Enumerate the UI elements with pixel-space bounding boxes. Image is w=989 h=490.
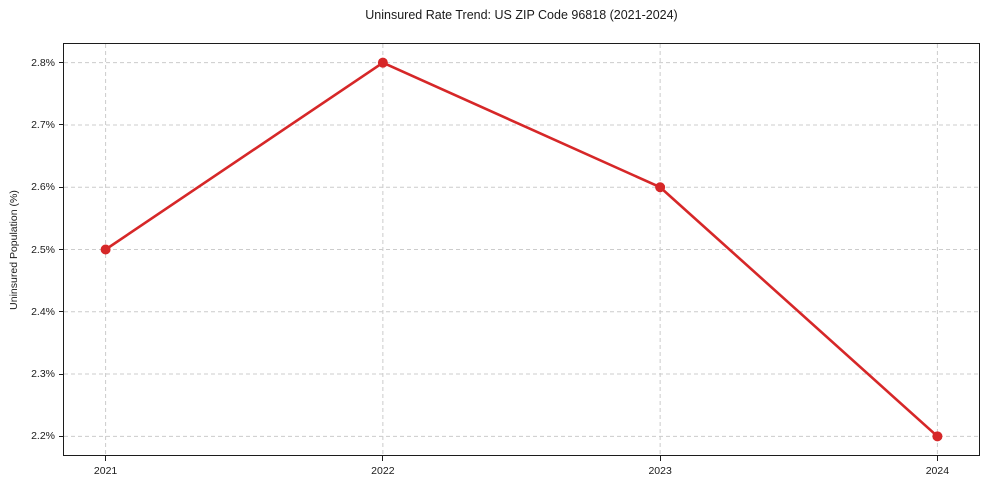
y-tick-label: 2.4% (31, 305, 55, 318)
y-tick-label: 2.5% (31, 243, 55, 256)
y-tick-label: 2.3% (31, 368, 55, 381)
x-tick-mark (936, 456, 938, 461)
x-tick-label: 2024 (925, 465, 950, 477)
plot-area (63, 43, 980, 456)
y-tick-mark (59, 373, 64, 375)
x-tick-mark (382, 456, 384, 461)
x-tick-mark (659, 456, 661, 461)
y-tick-label: 2.6% (31, 181, 55, 194)
x-tick-label: 2021 (93, 465, 118, 477)
y-tick-label: 2.2% (31, 430, 55, 443)
x-tick-label: 2022 (371, 465, 395, 477)
data-point (100, 244, 111, 255)
data-point (932, 431, 943, 442)
line-chart (64, 44, 979, 455)
chart-title: Uninsured Rate Trend: US ZIP Code 96818 … (365, 8, 678, 22)
y-tick-mark (59, 311, 64, 313)
data-point (377, 57, 388, 68)
y-tick-mark (59, 62, 64, 64)
y-tick-mark (59, 435, 64, 437)
y-tick-mark (59, 186, 64, 188)
data-line (104, 61, 939, 438)
y-tick-label: 2.7% (31, 118, 55, 131)
data-point (655, 182, 666, 193)
y-tick-mark (59, 249, 64, 250)
x-tick-mark (105, 456, 107, 461)
y-tick-label: 2.8% (31, 56, 55, 69)
x-tick-label: 2023 (648, 465, 672, 477)
y-tick-mark (59, 124, 64, 126)
